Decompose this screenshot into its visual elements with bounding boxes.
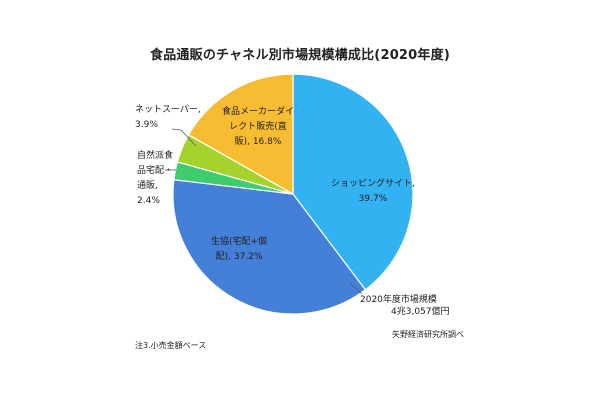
slice-label-maker-direct: 食品メーカーダイ レクト販売(直 販), 16.8% [222, 105, 294, 150]
slice-label-line: 品宅配・ [137, 166, 174, 176]
chart-title: 食品通販のチャネル別市場規模構成比(2020年度) [150, 48, 450, 63]
leader-market-size [349, 282, 363, 295]
slice-label-line: ネットスーパー, [135, 105, 201, 115]
slice-label-shopping-site: ショッピングサイト, 39.7% [331, 177, 415, 207]
slice-label-natural-food: 自然派食 品宅配・ 通販, 2.4% [137, 149, 173, 209]
market-size-value: 4兆3,057億円 [391, 307, 450, 317]
market-size-annotation: 2020年度市場規模 4兆3,057億円 [360, 294, 450, 318]
slice-label-line: ショッピングサイト, [331, 179, 415, 189]
pie-slice-coop [172, 179, 367, 315]
slice-label-line: 食品メーカーダイ [222, 107, 295, 117]
slice-label-line: 3.9% [135, 120, 158, 130]
slice-label-line: 販), 16.8% [234, 137, 282, 147]
market-size-caption: 2020年度市場規模 [360, 295, 437, 305]
slice-label-line: 生協(宅配+個 [211, 237, 268, 247]
slice-label-line: レクト販売(直 [229, 122, 287, 132]
slice-label-line: 配), 37.2% [215, 252, 263, 262]
leader-net-super [171, 128, 197, 147]
source-credit: 矢野経済研究所調べ [392, 330, 464, 339]
slice-label-line: 39.7% [358, 194, 388, 204]
slice-label-line: 2.4% [137, 196, 160, 206]
slice-label-coop: 生協(宅配+個 配), 37.2% [211, 235, 267, 265]
slice-label-line: 自然派食 [137, 151, 174, 161]
slice-label-net-super: ネットスーパー, 3.9% [135, 103, 201, 133]
footnote: 注3.小売金額ベース [135, 341, 207, 350]
pie-slice-shopping-site [292, 73, 414, 291]
pie-slice-maker-direct [187, 73, 294, 196]
slice-label-line: 通販, [137, 181, 158, 191]
